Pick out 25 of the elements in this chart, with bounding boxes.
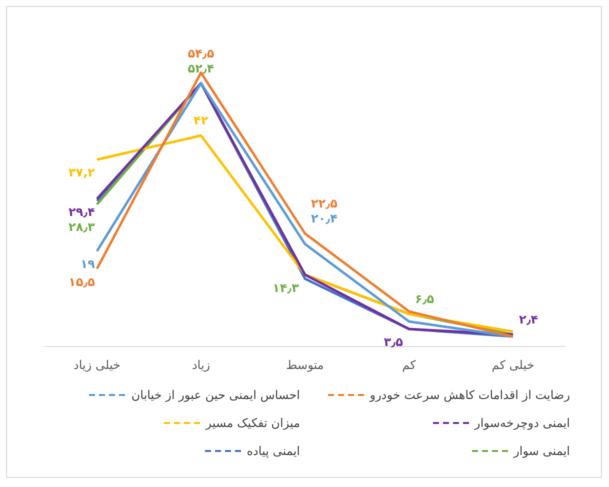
x-tick-label: متوسط	[286, 358, 324, 372]
data-label: ۱۴٫۳	[272, 280, 300, 295]
x-tick-label: خیلی کم	[492, 358, 534, 372]
data-label: ۱۹	[80, 257, 96, 272]
data-label: ۲۸٫۳	[68, 220, 96, 234]
data-label: ۲٫۴	[519, 312, 538, 327]
legend-label: احساس ایمنی حین عبور از خیابان	[131, 388, 300, 402]
legend-label: رضایت از اقدامات کاهش سرعت خودرو	[370, 388, 570, 402]
x-tick-label: زیاد	[192, 358, 210, 372]
x-tick-label: خیلی زیاد	[74, 358, 120, 372]
data-label: ۶٫۵	[415, 292, 434, 306]
data-label: ۵۲٫۴	[188, 61, 214, 76]
legend-label: میزان تفکیک مسیر	[206, 416, 300, 430]
data-label: ۱۵٫۵	[68, 274, 95, 289]
data-label: ۲۹٫۴	[68, 204, 95, 219]
data-label: ۴۲	[194, 114, 209, 128]
x-tick-label: کم	[402, 358, 416, 372]
data-label: ۳٫۵	[384, 335, 403, 350]
data-label: ۲۰٫۴	[311, 212, 338, 226]
data-label: ۲۲٫۵	[311, 196, 338, 211]
data-label: ۳۷,۲	[68, 166, 96, 180]
data-label: ۵۴٫۵	[188, 46, 214, 60]
legend-label: ایمنی دوچرخه‌سوار	[474, 416, 570, 430]
legend-label: ایمنی پیاده	[246, 444, 300, 458]
legend-label: ایمنی سوار	[514, 444, 570, 458]
